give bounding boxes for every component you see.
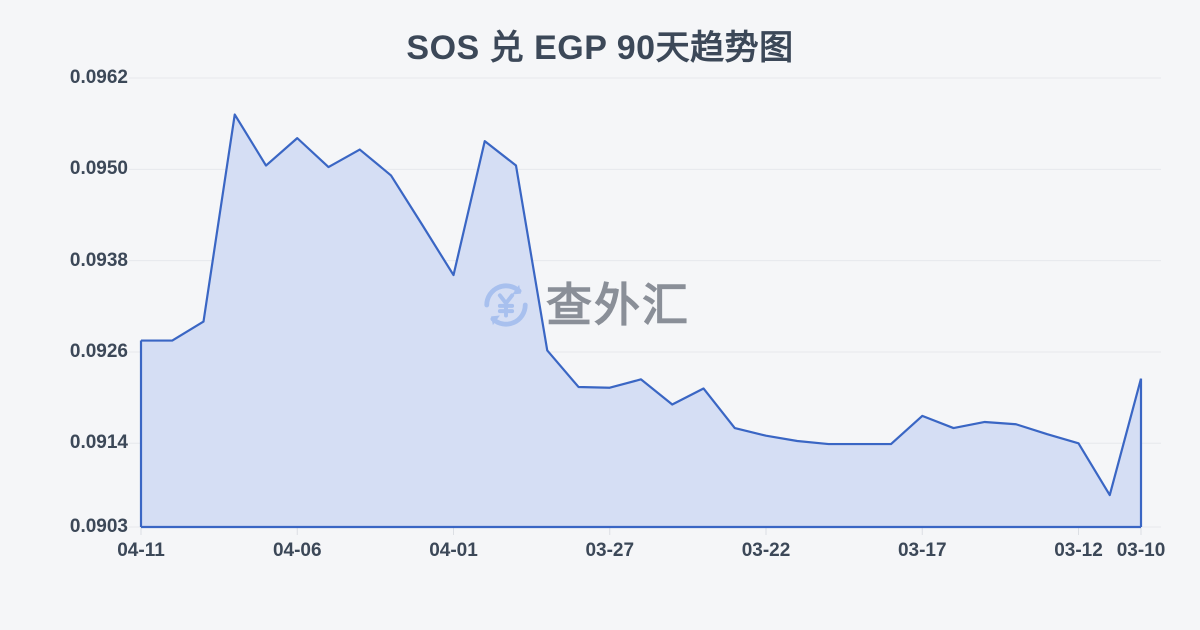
series-area-fill bbox=[141, 114, 1141, 527]
page-title: SOS 兑 EGP 90天趋势图 bbox=[406, 29, 794, 67]
series-line bbox=[141, 113, 1143, 497]
